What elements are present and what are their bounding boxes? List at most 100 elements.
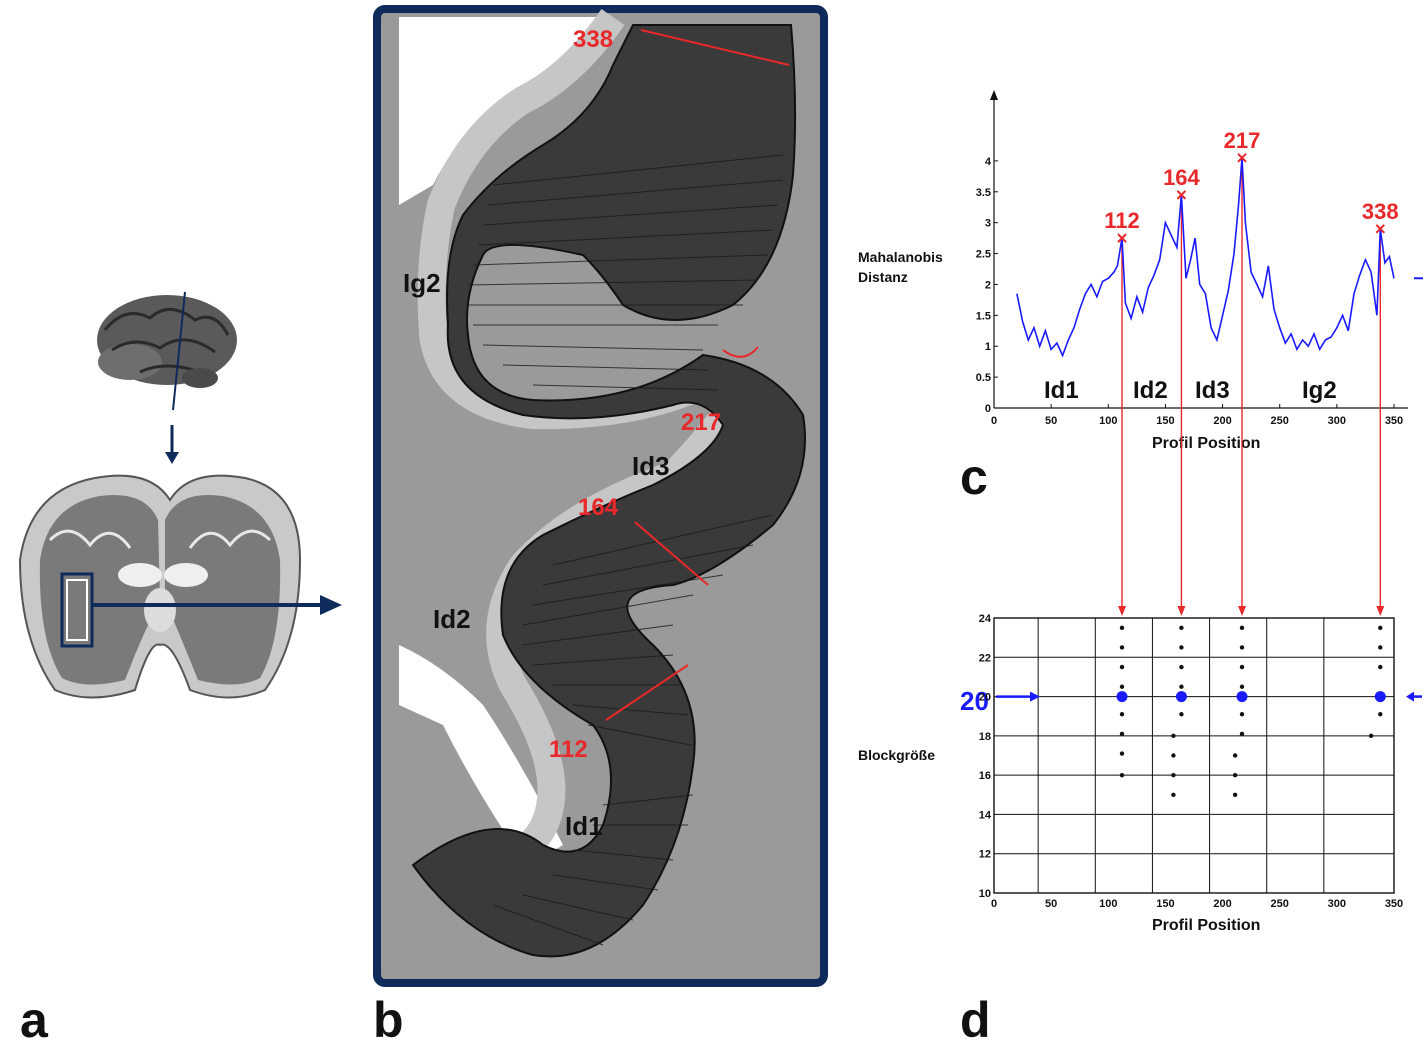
chart-c-region-lg2: Ig2 <box>1302 377 1337 404</box>
chart-d-selected-point <box>1374 691 1386 703</box>
chart-d-point <box>1232 772 1238 778</box>
chart-d-point <box>1171 753 1176 758</box>
chart-c-region-ld1: Id1 <box>1044 377 1079 404</box>
chart-d-point <box>1239 684 1245 689</box>
chart-c-ytick-label: 0 <box>985 403 991 415</box>
chart-d-point <box>1239 712 1245 717</box>
chart-d-xtick-label: 350 <box>1385 898 1403 910</box>
section-label-338: 338 <box>573 26 613 53</box>
cortical-ribbon <box>411 24 806 958</box>
chart-d-xtick-label: 300 <box>1328 898 1346 910</box>
section-label-112: 112 <box>549 736 588 763</box>
chart-d-point <box>1232 753 1238 758</box>
region-label-ld3: Id3 <box>632 451 670 481</box>
chart-c-peak-marker <box>1375 224 1385 234</box>
chart-c-xtick-label: 150 <box>1156 415 1174 427</box>
chart-d-ytick-label: 18 <box>979 731 991 743</box>
chart-d-point <box>1119 731 1125 737</box>
chart-c-xtick-label: 50 <box>1045 415 1057 427</box>
chart-d-ytick-label: 22 <box>979 652 991 664</box>
arrow-right-icon <box>320 595 342 615</box>
chart-d-xtick-label: 0 <box>991 898 997 910</box>
chart-c-peak-marker <box>1237 153 1247 163</box>
chart-c-xtick-label: 250 <box>1271 415 1289 427</box>
coronal-section-icon <box>18 474 302 699</box>
chart-c-region-ld3: Id3 <box>1195 377 1230 404</box>
chart-d-point <box>1171 792 1176 797</box>
chart-d-point <box>1119 772 1125 778</box>
chart-d-point <box>1119 645 1125 650</box>
chart-c-ytick-label: 4 <box>985 156 992 168</box>
region-label-ld1: Id1 <box>565 811 603 841</box>
chart-c-region-ld2: Id2 <box>1133 377 1168 404</box>
chart-d-ytick-label: 24 <box>979 613 992 625</box>
panel-a-illustration <box>18 291 342 699</box>
chart-c-peak-label: 338 <box>1362 199 1399 224</box>
chart-c-ytick-label: 3.5 <box>976 187 991 199</box>
chart-d-point <box>1119 664 1125 670</box>
chart-d-point <box>1239 625 1245 631</box>
chart-c-ytick-label: 3 <box>985 218 991 230</box>
chart-d-ytick-label: 20 <box>979 692 991 704</box>
chart-c-peak-label: 217 <box>1224 128 1261 153</box>
chart-c-peak-label: 164 <box>1163 165 1200 190</box>
chart-d-xtick-label: 150 <box>1156 898 1174 910</box>
chart-c-ylabel-2: Distanz <box>858 269 908 285</box>
whole-brain-icon <box>97 295 237 388</box>
chart-d-point <box>1179 712 1184 717</box>
chart-c-peak-label: 112 <box>1104 208 1140 233</box>
section-label-217: 217 <box>681 409 721 436</box>
section-label-164: 164 <box>578 494 619 521</box>
roi-box <box>60 572 94 648</box>
chart-d-xtick-label: 200 <box>1213 898 1231 910</box>
panel-letter-b: b <box>373 992 404 1048</box>
chart-d-point <box>1171 772 1176 778</box>
chart-d-point <box>1239 664 1245 670</box>
chart-d-ylabel: Blockgröße <box>858 747 935 763</box>
chart-c-peak-marker <box>1117 233 1127 243</box>
chart-d-right-arrow-icon <box>1406 691 1414 702</box>
chart-c-xtick-label: 100 <box>1099 415 1117 427</box>
chart-c-xtick-label: 0 <box>991 415 997 427</box>
chart-d-frame <box>993 617 1395 894</box>
chart-c-xlabel: Profil Position <box>1152 435 1260 452</box>
chart-d-point <box>1378 645 1383 650</box>
chart-d-point <box>1119 712 1125 717</box>
region-label-ld2: Id2 <box>433 604 471 634</box>
region-label-lg2: Ig2 <box>403 268 441 298</box>
chart-c-xtick-label: 350 <box>1385 415 1403 427</box>
chart-d-xtick-label: 50 <box>1045 898 1057 910</box>
chart-c-xtick-label: 200 <box>1213 415 1231 427</box>
chart-c-ytick-label: 1.5 <box>976 310 991 322</box>
chart-c-y-arrow-icon <box>990 90 998 100</box>
chart-c-ytick-label: 2 <box>985 279 991 291</box>
chart-d-point <box>1232 792 1238 797</box>
chart-d-point <box>1378 625 1383 631</box>
chart-d-point <box>1119 751 1125 756</box>
chart-c-ytick-label: 0.5 <box>976 372 991 384</box>
chart-c-ytick-label: 1 <box>985 341 991 353</box>
chart-d-selected-point <box>1236 691 1248 703</box>
chart-d-point <box>1179 645 1184 650</box>
chart-d-marker-label: 20 <box>960 686 989 716</box>
chart-d-point <box>1179 625 1184 631</box>
chart-d-point <box>1171 733 1176 739</box>
chart-d-ytick-label: 14 <box>979 809 992 821</box>
panel-letter-c: c <box>960 449 988 505</box>
panel-b-section: 338 217 164 112 Ig2 Id3 Id2 Id1 <box>373 5 828 987</box>
chart-c-xtick-label: 300 <box>1328 415 1346 427</box>
chart-d-point <box>1179 684 1184 689</box>
chart-c: Mahalanobis Distanz Profil Position 0 50 1… <box>858 90 1423 452</box>
chart-d-xtick-label: 100 <box>1099 898 1117 910</box>
chart-c-ytick-label: 2.5 <box>976 249 991 261</box>
chart-d-ytick-label: 16 <box>979 770 991 782</box>
chart-d-xtick-label: 250 <box>1271 898 1289 910</box>
chart-d-point <box>1179 664 1184 670</box>
chart-d-selected-point <box>1116 691 1128 703</box>
chart-d-selected-point <box>1175 691 1187 703</box>
chart-d-point <box>1378 664 1383 670</box>
chart-c-peak-marker <box>1176 190 1187 200</box>
chart-d-point <box>1119 684 1125 689</box>
chart-d-left-arrow-icon <box>1030 691 1040 702</box>
chart-d-ytick-label: 12 <box>979 849 991 861</box>
